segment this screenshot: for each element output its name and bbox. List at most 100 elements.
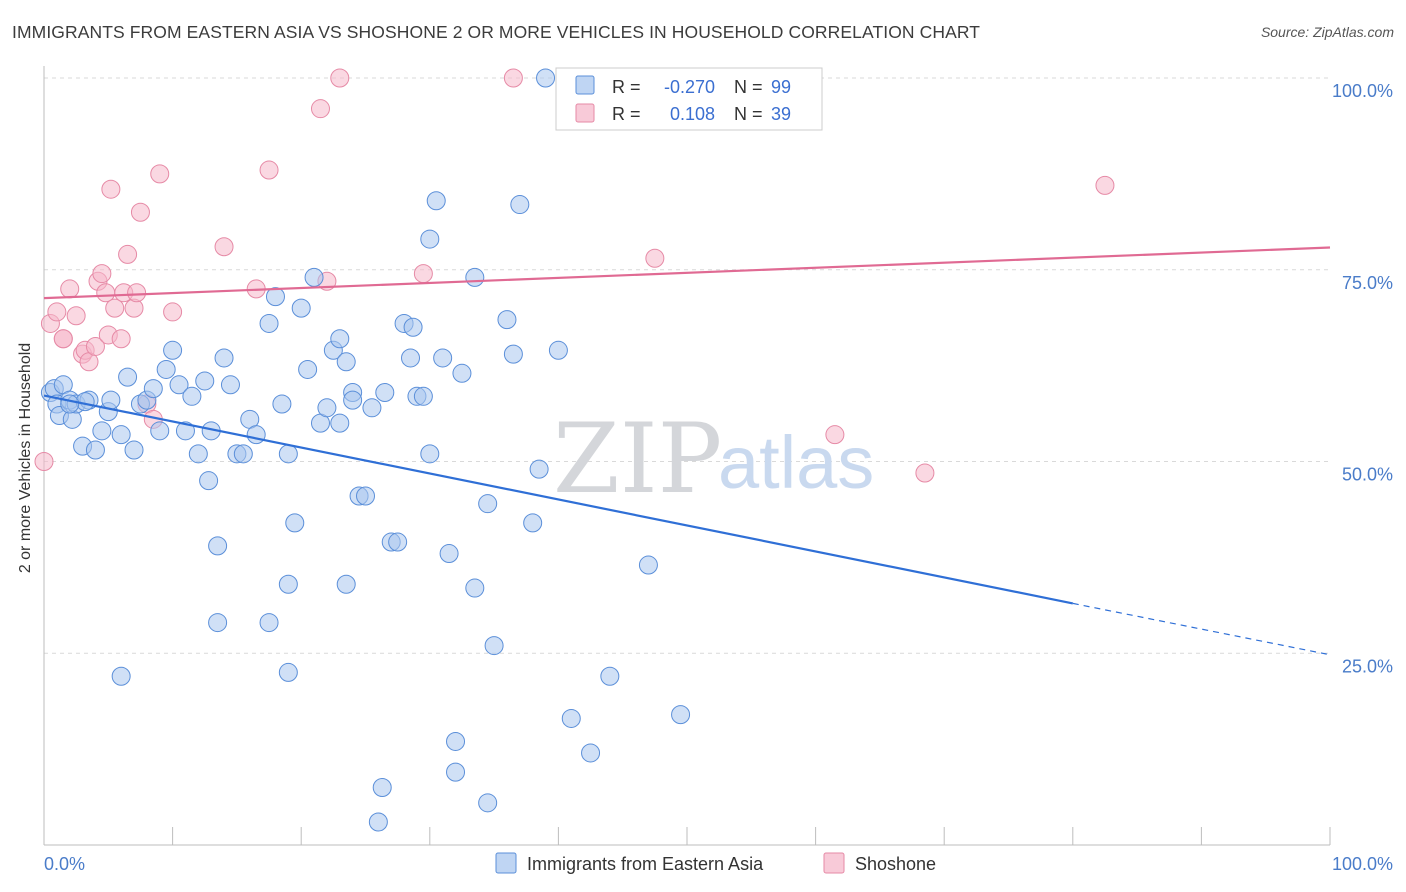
- shoshone-point-28: [259, 160, 279, 180]
- eastern-asia-point-75: [465, 578, 485, 598]
- trend-line-eastern-asia-extension: [1072, 602, 1331, 656]
- eastern-asia-point-98: [330, 413, 350, 433]
- watermark: ZIP atlas: [553, 403, 874, 515]
- stats-n-label-2: N =: [734, 104, 763, 124]
- eastern-asia-point-45: [298, 359, 318, 379]
- series-eastern-asia-points: [40, 68, 691, 832]
- eastern-asia-point-44: [291, 298, 311, 318]
- eastern-asia-point-72: [446, 731, 466, 751]
- stats-r-value-2: 0.108: [670, 104, 715, 124]
- shoshone-point-31: [330, 68, 350, 88]
- eastern-asia-point-81: [503, 344, 523, 364]
- eastern-asia-point-42: [278, 574, 298, 594]
- eastern-asia-point-29: [199, 471, 219, 491]
- y-tick-label-0: 25.0%: [1342, 656, 1393, 676]
- shoshone-point-32: [413, 264, 433, 284]
- eastern-asia-point-58: [372, 777, 392, 797]
- y-tick-label-1: 50.0%: [1342, 465, 1393, 485]
- stats-legend-frame: [555, 67, 823, 131]
- trend-lines: [43, 246, 1331, 656]
- shoshone-point-26: [214, 237, 234, 257]
- shoshone-point-11: [92, 264, 112, 284]
- trend-line-shoshone: [43, 246, 1331, 300]
- shoshone-point-20: [127, 283, 147, 303]
- eastern-asia-point-87: [561, 708, 581, 728]
- eastern-asia-point-84: [529, 459, 549, 479]
- shoshone-point-37: [1095, 175, 1115, 195]
- legend-swatch-shoshone: [823, 852, 845, 874]
- eastern-asia-point-16: [118, 367, 138, 387]
- eastern-asia-point-48: [317, 398, 337, 418]
- eastern-asia-point-86: [548, 340, 568, 360]
- eastern-asia-point-35: [233, 444, 253, 464]
- eastern-asia-point-85: [536, 68, 556, 88]
- eastern-asia-point-51: [336, 574, 356, 594]
- shoshone-point-24: [150, 164, 170, 184]
- eastern-asia-point-80: [497, 310, 517, 330]
- shoshone-point-16: [111, 329, 131, 349]
- eastern-asia-point-95: [259, 613, 279, 633]
- eastern-asia-point-79: [484, 636, 504, 656]
- shoshone-point-5: [66, 306, 86, 326]
- stats-r-label-1: R =: [612, 77, 641, 97]
- eastern-asia-point-92: [60, 394, 80, 414]
- shoshone-point-2: [47, 302, 67, 322]
- trend-line-eastern-asia: [43, 394, 1074, 605]
- eastern-asia-point-74: [452, 363, 472, 383]
- eastern-asia-point-73: [446, 762, 466, 782]
- stats-r-label-2: R =: [612, 104, 641, 124]
- shoshone-point-21: [130, 202, 150, 222]
- shoshone-point-35: [825, 425, 845, 445]
- eastern-asia-point-88: [581, 743, 601, 763]
- eastern-asia-point-97: [343, 390, 363, 410]
- eastern-asia-point-83: [523, 513, 543, 533]
- shoshone-point-9: [85, 336, 105, 356]
- shoshone-point-29: [310, 99, 330, 119]
- chart-title: IMMIGRANTS FROM EASTERN ASIA VS SHOSHONE…: [12, 22, 981, 42]
- eastern-asia-point-41: [278, 444, 298, 464]
- shoshone-point-15: [105, 298, 125, 318]
- shoshone-point-14: [101, 179, 121, 199]
- eastern-asia-point-66: [413, 386, 433, 406]
- eastern-asia-point-24: [169, 375, 189, 395]
- series-legend: Immigrants from Eastern Asia Shoshone: [495, 852, 936, 874]
- eastern-asia-point-64: [403, 317, 423, 337]
- grid-lines: [44, 77, 1330, 654]
- stats-legend: R = -0.270 N = 99 R = 0.108 N = 39: [555, 67, 823, 131]
- eastern-asia-point-15: [111, 425, 131, 445]
- eastern-asia-point-23: [163, 340, 183, 360]
- y-tick-label-2: 75.0%: [1342, 273, 1393, 293]
- eastern-asia-point-12: [92, 421, 112, 441]
- eastern-asia-point-14: [101, 390, 121, 410]
- eastern-asia-point-57: [368, 812, 388, 832]
- eastern-asia-point-82: [510, 195, 530, 215]
- eastern-asia-point-17: [124, 440, 144, 460]
- eastern-asia-point-67: [420, 444, 440, 464]
- shoshone-point-0: [34, 452, 54, 471]
- eastern-asia-point-38: [259, 313, 279, 333]
- eastern-asia-point-27: [188, 444, 208, 464]
- eastern-asia-point-78: [478, 494, 498, 514]
- eastern-asia-point-25: [175, 421, 195, 441]
- eastern-asia-point-61: [388, 532, 408, 552]
- eastern-asia-point-11: [85, 440, 105, 460]
- eastern-asia-point-71: [439, 544, 459, 564]
- eastern-asia-point-31: [208, 536, 228, 556]
- stats-r-value-1: -0.270: [664, 77, 715, 97]
- eastern-asia-point-40: [272, 394, 292, 414]
- eastern-asia-point-56: [362, 398, 382, 418]
- eastern-asia-point-33: [220, 375, 240, 395]
- shoshone-point-18: [118, 244, 138, 264]
- y-tick-label-3: 100.0%: [1332, 81, 1393, 101]
- eastern-asia-point-69: [420, 229, 440, 249]
- series-shoshone-points: [34, 68, 1115, 483]
- eastern-asia-point-52: [336, 352, 356, 372]
- eastern-asia-point-90: [638, 555, 658, 575]
- eastern-asia-point-37: [246, 425, 266, 445]
- eastern-asia-point-32: [214, 348, 234, 368]
- tick-labels: 25.0% 50.0% 75.0% 100.0% 0.0% 100.0%: [44, 81, 1393, 874]
- x-tick-label-0: 0.0%: [44, 854, 85, 874]
- eastern-asia-point-68: [426, 191, 446, 211]
- stats-n-value-2: 39: [771, 104, 791, 124]
